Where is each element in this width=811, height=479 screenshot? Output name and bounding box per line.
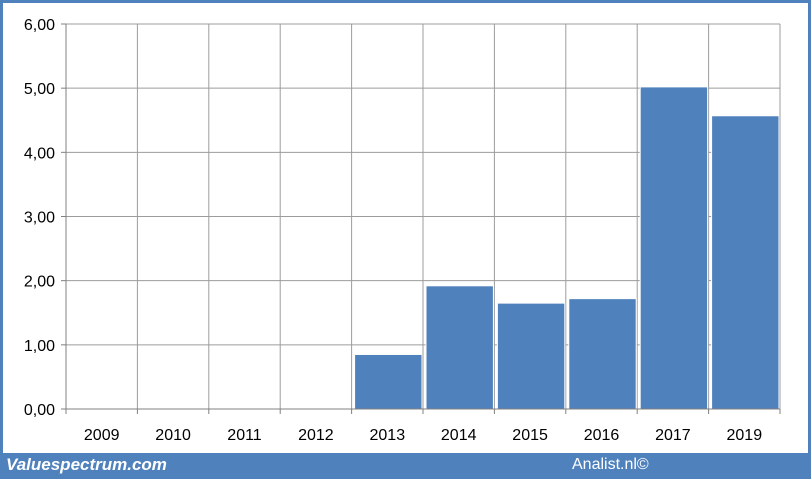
x-tick-label-2019: 2019 [727, 427, 763, 444]
y-tick-label: 0,00 [24, 402, 55, 419]
y-tick-label: 2,00 [24, 274, 55, 291]
x-tick-label-2011: 2011 [227, 427, 262, 444]
x-tick-label-2013: 2013 [370, 427, 406, 444]
y-tick-label: 3,00 [24, 210, 55, 227]
y-tick-label: 1,00 [24, 338, 55, 355]
plot-panel: 0,00 1,00 2,00 3,00 4,00 5,00 6,00 2009 2010 2011… [3, 3, 808, 453]
y-tick-label: 6,00 [24, 17, 55, 34]
footer-credit-label: Analist.nl© [572, 456, 649, 473]
footer-bar: Valuespectrum.com Analist.nl© [0, 453, 811, 479]
x-tick-label-2017: 2017 [655, 427, 691, 444]
x-tick-label-2014: 2014 [441, 427, 477, 444]
bar-2015 [496, 302, 566, 410]
bar-chart: 0,00 1,00 2,00 3,00 4,00 5,00 6,00 2009 2010 2011… [24, 17, 781, 444]
bar-2017 [639, 86, 709, 410]
footer-source-label: Valuespectrum.com [6, 455, 167, 474]
x-tick-label-2016: 2016 [584, 427, 620, 444]
x-tick-label-2015: 2015 [512, 427, 548, 444]
x-tick-label-2012: 2012 [298, 427, 334, 444]
y-tick-label: 4,00 [24, 145, 55, 162]
bar-2019 [711, 115, 780, 410]
bar-2013 [354, 353, 423, 410]
x-tick-label-2010: 2010 [155, 427, 191, 444]
x-tick-label-2009: 2009 [84, 427, 120, 444]
y-tick-label: 5,00 [24, 81, 55, 98]
bar-2016 [568, 298, 637, 410]
bar-2014 [425, 285, 494, 410]
